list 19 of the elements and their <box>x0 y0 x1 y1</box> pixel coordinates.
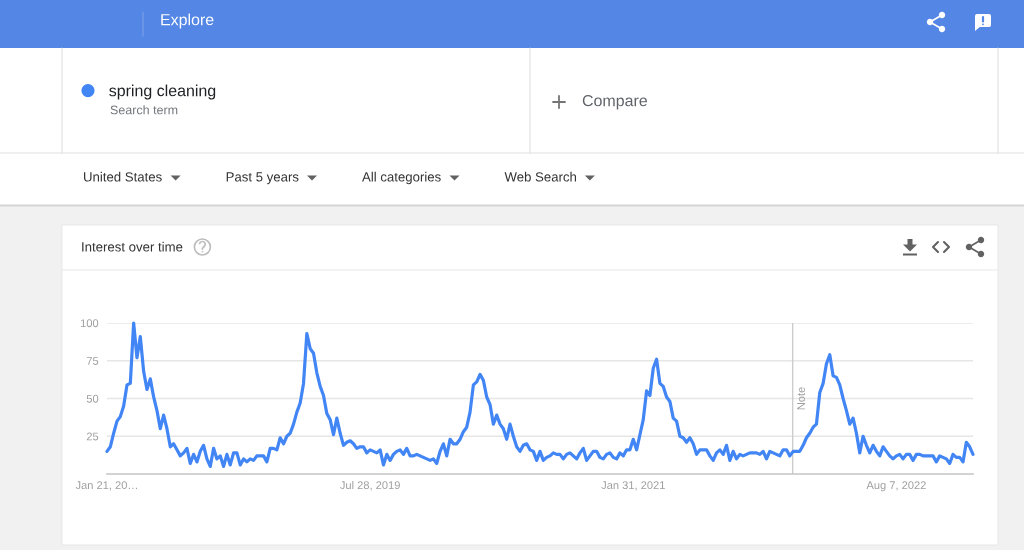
y-tick-label: 50 <box>86 394 99 403</box>
text: Search term <box>110 105 178 115</box>
x-tick-label: Jul 28, 2019 <box>340 480 400 491</box>
text: Past 5 years <box>226 172 299 185</box>
text: Explore <box>161 13 214 29</box>
legend-label: spring cleaning <box>109 84 216 100</box>
ref-line-label: Note <box>797 387 805 410</box>
text: Web Search <box>504 171 577 182</box>
y-tick-label: 100 <box>80 319 99 328</box>
text: United States <box>84 171 162 182</box>
text: Compare <box>582 94 647 110</box>
x-tick-label: Jan 21, 20… <box>75 481 137 491</box>
line-series <box>105 321 975 469</box>
x-tick-label: Jan 31, 2021 <box>601 481 665 491</box>
chart-title: Interest over time <box>82 241 183 252</box>
text: All categories <box>362 171 441 185</box>
x-tick-label: Aug 7, 2022 <box>866 481 926 492</box>
y-tick-label: 75 <box>86 357 99 365</box>
y-tick-label: 25 <box>86 432 99 441</box>
